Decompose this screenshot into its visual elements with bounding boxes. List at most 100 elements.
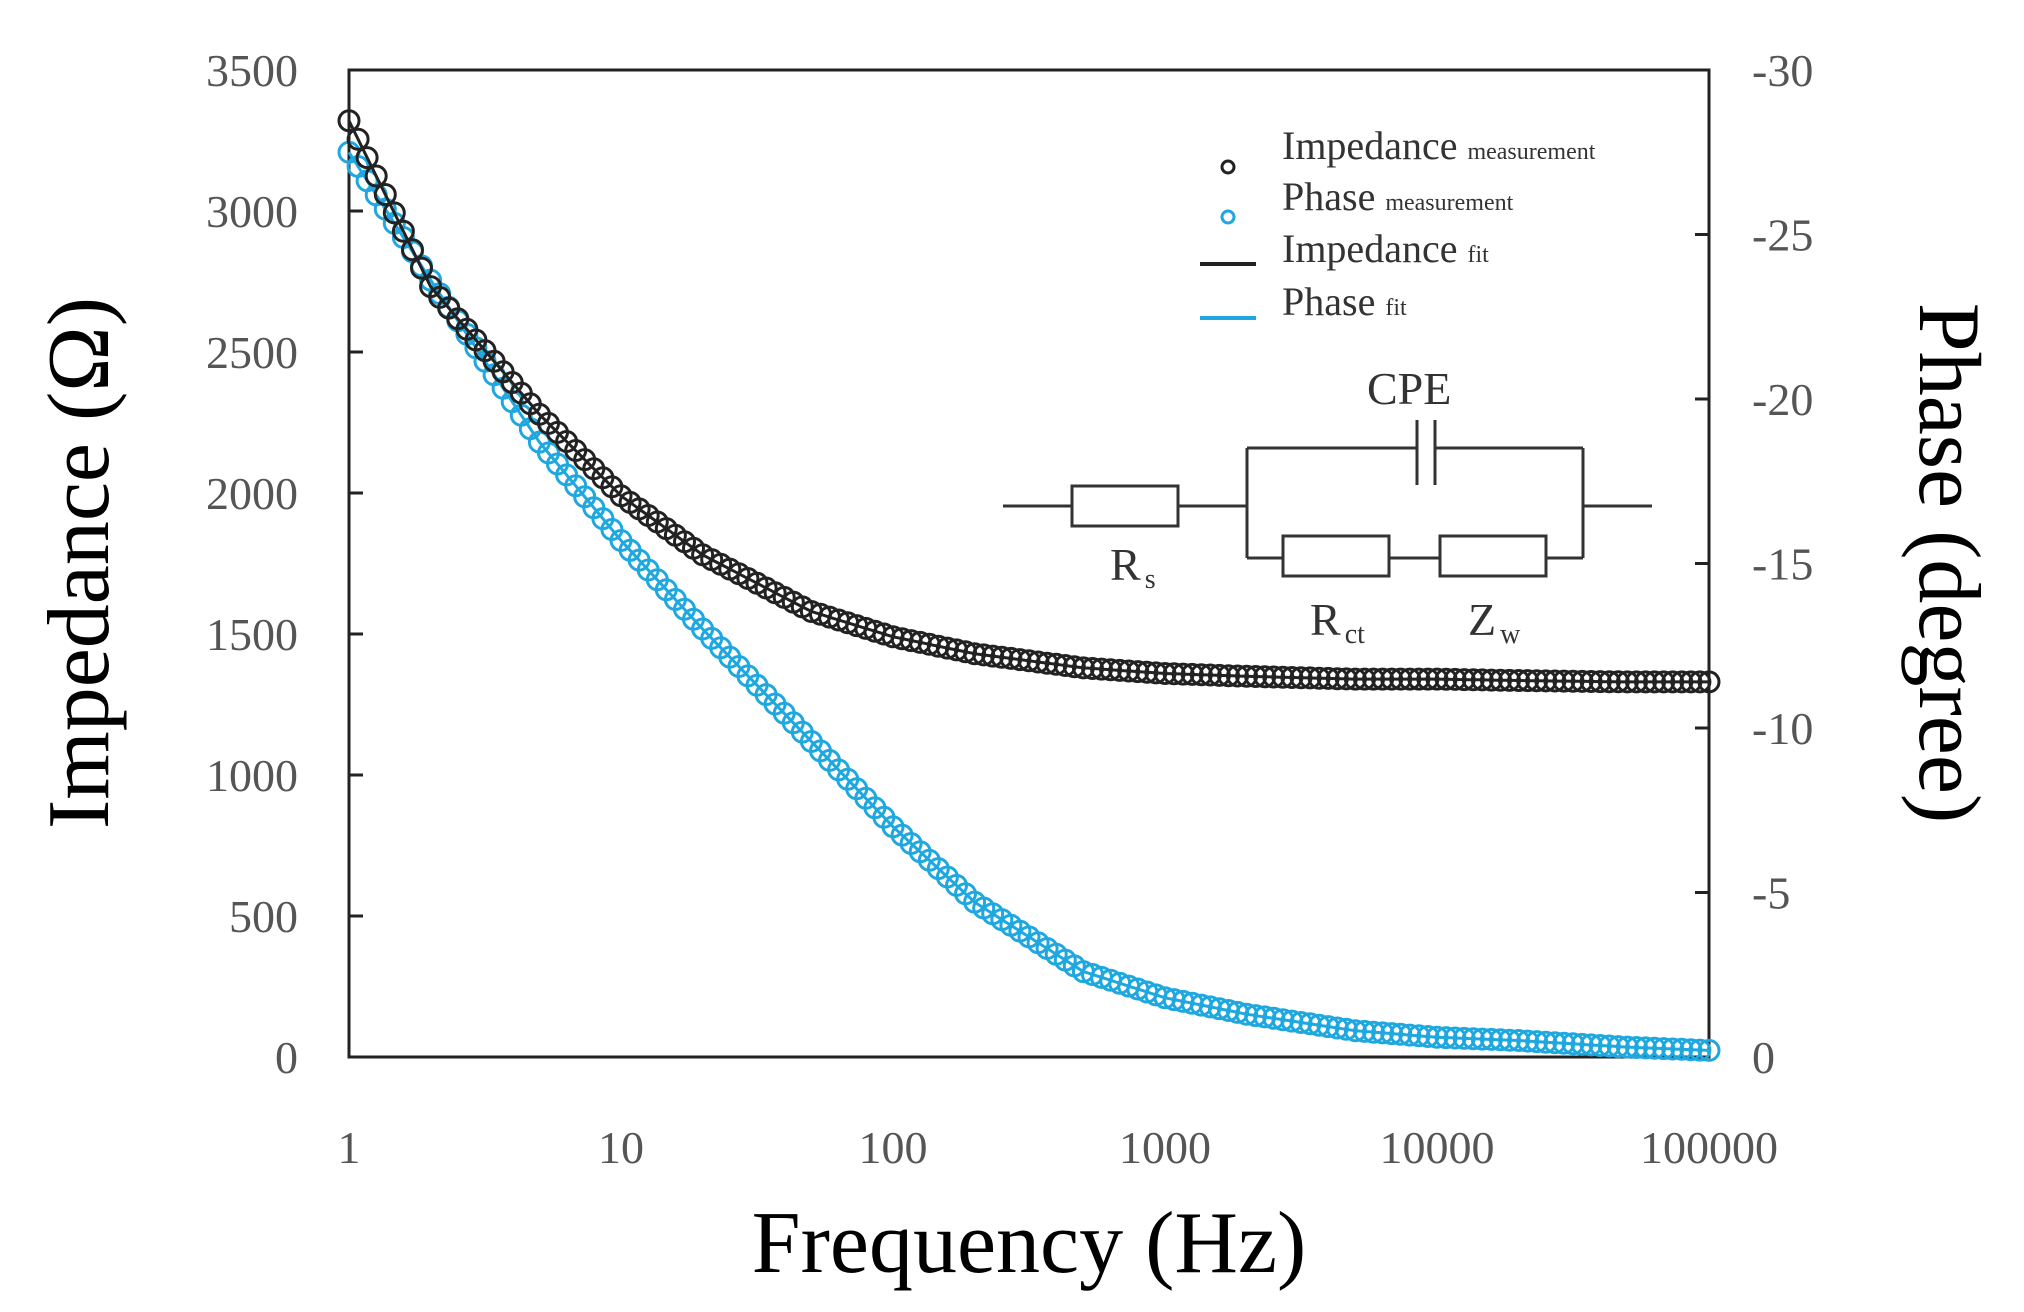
x-tick-label-0: 1	[338, 1122, 361, 1173]
legend-marker-impedance-measurement	[1220, 159, 1236, 175]
phase-measurement-point	[1697, 1038, 1721, 1062]
x-tick-label-2: 100	[859, 1122, 928, 1173]
impedance-measurement-point	[981, 644, 1005, 668]
impedance-measurement-point	[1053, 654, 1077, 677]
impedance-measurement-point	[1561, 669, 1585, 693]
phase-measurement-point	[1625, 1036, 1648, 1059]
impedance-measurement-point	[1099, 658, 1123, 682]
impedance-measurement-point	[1507, 669, 1531, 692]
impedance-measurement-point	[1262, 665, 1286, 689]
impedance-measurement-point	[1452, 668, 1476, 692]
phase-measurement-point	[1552, 1031, 1576, 1055]
phase-measurement-point	[1380, 1022, 1404, 1046]
impedance-measurement-point	[1416, 667, 1440, 691]
impedance-measurement-point	[1062, 655, 1086, 679]
phase-measurement-point	[1643, 1036, 1667, 1060]
impedance-measurement-point	[1280, 666, 1304, 689]
rs-label: R s	[1110, 539, 1156, 595]
impedance-measurement-point	[1144, 661, 1168, 685]
impedance-measurement-point	[963, 642, 987, 666]
impedance-measurement-point	[1371, 667, 1395, 691]
impedance-measurement-point	[990, 645, 1014, 669]
tick-labels: 1 10 100 1000 10000 100000 0 500 1000 1500 2000 250…	[206, 45, 1813, 1173]
impedance-measurement-point	[1606, 670, 1630, 694]
phase-measurement-point	[1570, 1032, 1594, 1056]
rct-label: R ct	[1310, 594, 1365, 650]
y-tick-label-5: 2500	[206, 327, 298, 378]
impedance-measurement-point	[1362, 667, 1385, 691]
y2-tick-label-0: 0	[1752, 1032, 1775, 1083]
y2-tick-label-4: -20	[1752, 374, 1813, 425]
impedance-measurement-point	[1135, 660, 1159, 684]
impedance-measurement-point	[1579, 670, 1603, 693]
impedance-measurement-point	[1615, 670, 1639, 694]
impedance-measurement-point	[364, 164, 388, 188]
impedance-measurement-point	[1389, 667, 1413, 691]
phase-measurement-point	[1362, 1020, 1385, 1044]
impedance-measurement-point	[1244, 665, 1268, 688]
series-impedance-measurement	[337, 109, 1721, 694]
impedance-measurement-point	[1026, 650, 1050, 674]
phase-measurement-point	[1398, 1023, 1422, 1047]
impedance-measurement-point	[1035, 651, 1059, 675]
impedance-measurement-point	[1198, 663, 1222, 687]
y-tick-label-4: 2000	[206, 468, 298, 519]
impedance-measurement-point	[1543, 669, 1567, 693]
impedance-measurement-point	[1570, 669, 1594, 693]
phase-measurement-point	[1371, 1021, 1395, 1045]
impedance-measurement-point	[1180, 662, 1204, 686]
x-axis-title: Frequency (Hz)	[752, 1195, 1307, 1292]
impedance-measurement-point	[1625, 670, 1648, 694]
y-tick-label-6: 3000	[206, 186, 298, 237]
phase-measurement-point	[1434, 1026, 1458, 1050]
phase-measurement-point	[1479, 1027, 1503, 1051]
impedance-measurement-point	[382, 201, 406, 225]
impedance-measurement-point	[1552, 669, 1576, 693]
impedance-measurement-point	[1443, 667, 1467, 691]
legend-label-impedance-fit: Impedance fit	[1282, 226, 1489, 271]
y-tick-label-1: 500	[229, 891, 298, 942]
y-tick-label-3: 1500	[206, 609, 298, 660]
impedance-measurement-point	[1316, 666, 1340, 690]
impedance-measurement-point	[1343, 667, 1367, 691]
y2-tick-label-3: -15	[1752, 539, 1813, 590]
phase-measurement-point	[1606, 1035, 1630, 1059]
phase-measurement-point	[1498, 1028, 1521, 1052]
phase-measurement-point	[1334, 1017, 1358, 1041]
element-zw	[1438, 534, 1548, 578]
phase-measurement-point	[1470, 1027, 1494, 1051]
y2-tick-label-5: -25	[1752, 210, 1813, 261]
legend-label-phase-fit: Phase fit	[1282, 279, 1407, 324]
legend-label-impedance-measurement: Impedance measurement	[1282, 123, 1596, 168]
impedance-measurement-point	[1207, 663, 1231, 687]
y-tick-label-0: 0	[275, 1032, 298, 1083]
impedance-measurement-point	[1697, 670, 1721, 694]
impedance-measurement-point	[1434, 667, 1458, 691]
impedance-measurement-point	[1588, 670, 1612, 694]
x-tick-label-5: 100000	[1640, 1122, 1778, 1173]
phase-measurement-point	[1543, 1031, 1567, 1055]
phase-measurement-point	[1389, 1022, 1413, 1046]
impedance-measurement-point	[373, 183, 397, 206]
series-phase-measurement	[337, 140, 1721, 1062]
impedance-measurement-point	[1081, 657, 1104, 680]
impedance-measurement-point	[1470, 668, 1494, 692]
impedance-measurement-point	[1217, 664, 1240, 688]
phase-measurement-point	[1561, 1032, 1585, 1056]
phase-measurement-point	[1407, 1024, 1431, 1048]
impedance-measurement-point	[1661, 670, 1685, 694]
equivalent-circuit-diagram	[1003, 420, 1652, 578]
impedance-measurement-point	[337, 109, 361, 133]
impedance-measurement-point	[1525, 669, 1549, 693]
resistor-rs	[1070, 484, 1180, 528]
phase-measurement-point	[1661, 1037, 1685, 1061]
impedance-measurement-point	[1334, 667, 1358, 691]
y2-axis-title: Phase (degree)	[1900, 303, 1997, 823]
impedance-measurement-point	[1534, 669, 1558, 693]
phase-measurement-point	[1634, 1036, 1657, 1060]
phase-measurement-point	[1443, 1026, 1467, 1050]
impedance-measurement-point	[1380, 667, 1404, 691]
resistor-rct	[1281, 534, 1391, 578]
impedance-measurement-point	[1398, 667, 1422, 691]
